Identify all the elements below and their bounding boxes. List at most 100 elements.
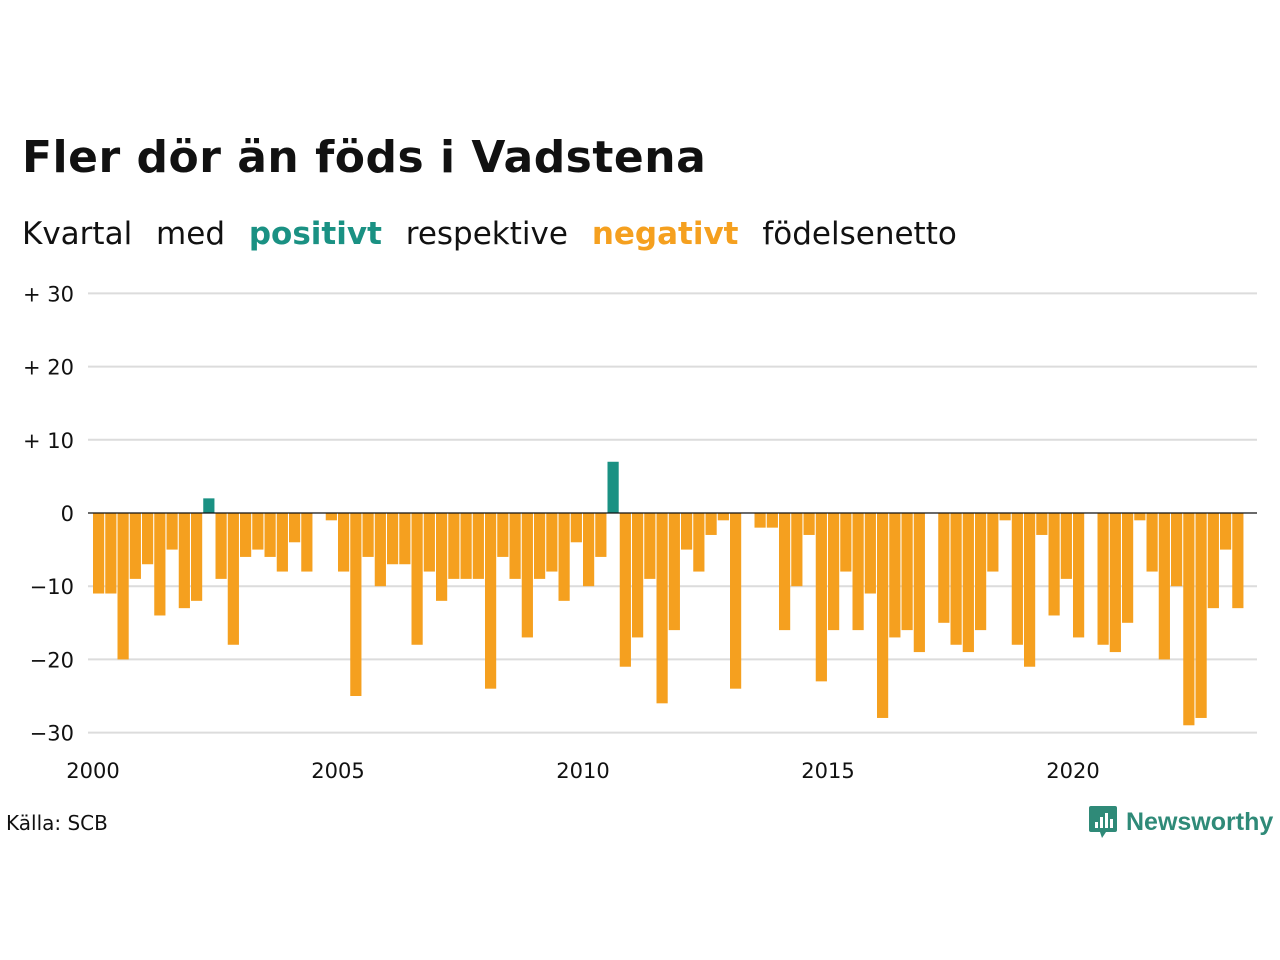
y-tick-label: + 20 [23, 356, 74, 380]
y-tick-label: + 30 [23, 282, 74, 306]
bar [154, 513, 166, 616]
subtitle-word: Kvartal [22, 216, 133, 252]
x-tick-label: 2015 [801, 759, 854, 783]
bar [1195, 513, 1207, 718]
bar [1220, 513, 1232, 550]
brand-name: Newsworthy [1126, 807, 1274, 836]
bar [411, 513, 423, 645]
bar [325, 513, 337, 521]
bar [754, 513, 766, 528]
source-note: Källa: SCB [6, 811, 108, 835]
bar [338, 513, 350, 572]
bar-chart: + 30 + 20 + 10 0 −10 −20 −30 2000 2005 2010 2015 20… [23, 282, 1257, 783]
bar [387, 513, 399, 565]
bar [301, 513, 313, 572]
bar [264, 513, 276, 557]
x-tick-label: 2020 [1046, 759, 1099, 783]
bar [815, 513, 827, 682]
bar [950, 513, 962, 645]
bar [1060, 513, 1072, 579]
bar [191, 513, 203, 601]
bar [999, 513, 1011, 521]
bar [1036, 513, 1048, 535]
bar [117, 513, 129, 660]
bar [166, 513, 178, 550]
chart-subtitle: Kvartal med positivt respektive negativt… [22, 216, 971, 252]
bar [558, 513, 570, 601]
bar [129, 513, 141, 579]
bar [215, 513, 227, 579]
bar [864, 513, 876, 594]
bar [374, 513, 386, 587]
bar [632, 513, 644, 638]
bar [644, 513, 656, 579]
y-tick-label: −10 [30, 575, 74, 599]
bar [289, 513, 301, 543]
bar [423, 513, 435, 572]
subtitle-negative-label: negativt [591, 216, 739, 252]
bar [779, 513, 791, 631]
bar [852, 513, 864, 631]
bar [607, 461, 619, 513]
bar [889, 513, 901, 638]
bar [668, 513, 680, 631]
y-tick-label: −20 [30, 648, 74, 672]
bar [1122, 513, 1134, 623]
bar [656, 513, 668, 704]
bar [619, 513, 631, 667]
brand-logo: Newsworthy [1088, 804, 1273, 840]
bar [1011, 513, 1023, 645]
bar [693, 513, 705, 572]
bar [583, 513, 595, 587]
bar [962, 513, 974, 653]
bar [105, 513, 117, 594]
bar [877, 513, 889, 718]
y-tick-label: −30 [30, 722, 74, 746]
bar [448, 513, 460, 579]
y-tick-label: + 10 [23, 429, 74, 453]
subtitle-word: respektive [405, 216, 568, 252]
bar [1158, 513, 1170, 660]
bar [1073, 513, 1085, 638]
bar [913, 513, 925, 653]
bar [570, 513, 582, 543]
subtitle-positive-label: positivt [248, 216, 382, 252]
bar [730, 513, 742, 689]
bar [203, 498, 215, 513]
bar [1171, 513, 1183, 587]
bar [252, 513, 264, 550]
bar [705, 513, 717, 535]
bar [681, 513, 693, 550]
bar [485, 513, 497, 689]
bar [766, 513, 778, 528]
bar [460, 513, 472, 579]
bar [987, 513, 999, 572]
bar [240, 513, 252, 557]
chart-title: Fler dör än föds i Vadstena [22, 132, 707, 183]
bar [1134, 513, 1146, 521]
bar [828, 513, 840, 631]
newsworthy-logo-icon [1089, 806, 1117, 838]
bar [1097, 513, 1109, 645]
bar [840, 513, 852, 572]
y-tick-label: 0 [61, 502, 74, 526]
bar [362, 513, 374, 557]
bar [1183, 513, 1195, 726]
bar [399, 513, 411, 565]
bar [521, 513, 533, 638]
bar [595, 513, 607, 557]
bar [1024, 513, 1036, 667]
bar [1048, 513, 1060, 616]
x-tick-label: 2005 [311, 759, 364, 783]
bar [509, 513, 521, 579]
bar [534, 513, 546, 579]
bar [93, 513, 105, 594]
bar [717, 513, 729, 521]
bar [975, 513, 987, 631]
bar [142, 513, 154, 565]
bar [350, 513, 362, 696]
bar [803, 513, 815, 535]
bar [178, 513, 190, 609]
bar [227, 513, 239, 645]
bar [472, 513, 484, 579]
